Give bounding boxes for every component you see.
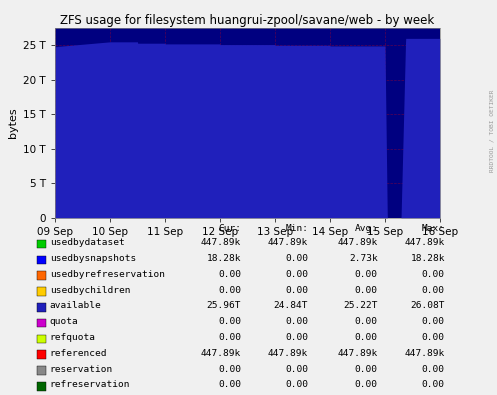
Text: 0.00: 0.00 [218,333,241,342]
Text: 447.89k: 447.89k [337,238,378,247]
Text: 0.00: 0.00 [285,333,308,342]
Y-axis label: bytes: bytes [7,108,18,138]
Text: referenced: referenced [50,349,107,358]
Text: 0.00: 0.00 [422,333,445,342]
Text: 0.00: 0.00 [285,286,308,295]
Text: 26.08T: 26.08T [411,301,445,310]
Text: Min:: Min: [285,224,308,233]
Text: 447.89k: 447.89k [268,238,308,247]
Text: usedbysnapshots: usedbysnapshots [50,254,136,263]
Text: 0.00: 0.00 [355,365,378,374]
Text: 0.00: 0.00 [218,286,241,295]
Text: 0.00: 0.00 [422,365,445,374]
Text: 2.73k: 2.73k [349,254,378,263]
Text: 447.89k: 447.89k [201,349,241,358]
Text: Avg:: Avg: [355,224,378,233]
Text: 0.00: 0.00 [355,333,378,342]
Text: RRDTOOL / TOBI OETIKER: RRDTOOL / TOBI OETIKER [490,89,495,171]
Text: reservation: reservation [50,365,113,374]
Text: refreservation: refreservation [50,380,130,389]
Text: 0.00: 0.00 [218,270,241,279]
Text: 0.00: 0.00 [285,380,308,389]
Text: 0.00: 0.00 [285,317,308,326]
Text: Cur:: Cur: [218,224,241,233]
Text: 0.00: 0.00 [355,380,378,389]
Text: usedbyrefreservation: usedbyrefreservation [50,270,165,279]
Text: 0.00: 0.00 [355,317,378,326]
Text: 18.28k: 18.28k [207,254,241,263]
Text: 447.89k: 447.89k [405,238,445,247]
Text: 0.00: 0.00 [422,380,445,389]
Text: quota: quota [50,317,79,326]
Text: 447.89k: 447.89k [405,349,445,358]
Text: 0.00: 0.00 [285,365,308,374]
Text: refquota: refquota [50,333,96,342]
Text: 447.89k: 447.89k [337,349,378,358]
Text: 0.00: 0.00 [218,365,241,374]
Text: 25.22T: 25.22T [343,301,378,310]
Text: 0.00: 0.00 [422,270,445,279]
Text: 0.00: 0.00 [218,380,241,389]
Text: 0.00: 0.00 [285,270,308,279]
Text: 0.00: 0.00 [355,270,378,279]
Text: usedbydataset: usedbydataset [50,238,124,247]
Text: usedbychildren: usedbychildren [50,286,130,295]
Text: 0.00: 0.00 [285,254,308,263]
Text: available: available [50,301,101,310]
Text: 0.00: 0.00 [355,286,378,295]
Text: 0.00: 0.00 [422,317,445,326]
Title: ZFS usage for filesystem huangrui-zpool/savane/web - by week: ZFS usage for filesystem huangrui-zpool/… [60,14,434,27]
Text: Max:: Max: [422,224,445,233]
Text: 24.84T: 24.84T [274,301,308,310]
Text: 0.00: 0.00 [218,317,241,326]
Text: 0.00: 0.00 [422,286,445,295]
Text: 18.28k: 18.28k [411,254,445,263]
Text: 447.89k: 447.89k [201,238,241,247]
Text: 447.89k: 447.89k [268,349,308,358]
Text: 25.96T: 25.96T [207,301,241,310]
